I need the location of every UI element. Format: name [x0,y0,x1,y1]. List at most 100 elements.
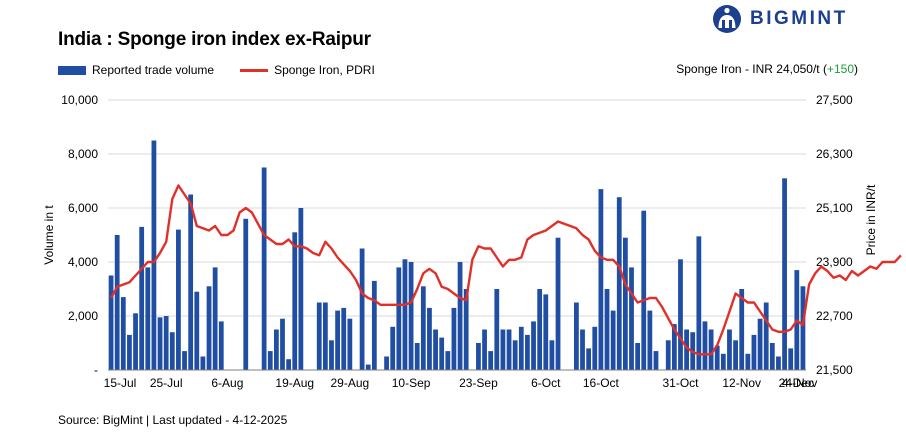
volume-bar-35 [322,302,328,370]
volume-bar-66 [512,340,518,370]
volume-bar-64 [500,329,506,370]
chart-title: India : Sponge iron index ex-Raipur [58,29,371,50]
volume-bar-65 [506,329,512,370]
y-tick-label-4: 8,000 [68,147,98,161]
volume-bar-98 [708,329,714,370]
legend-swatch-price [240,68,269,72]
volume-bar-101 [727,329,732,370]
volume-bar-109 [776,356,781,370]
volume-bar-56 [451,307,457,370]
volume-bar-3 [127,334,132,370]
volume-bar-87 [641,210,647,370]
legend-label-volume: Reported trade volume [92,63,215,77]
volume-bar-37 [335,310,340,370]
y2-tick-label-4: 26,300 [816,147,853,161]
volume-bar-52 [427,307,432,370]
volume-bar-46 [390,326,396,370]
x-tick-label-0: 15-Jul [104,376,137,390]
y2-axis-title: Price in INR/t [864,184,878,255]
volume-bar-108 [769,343,775,370]
volume-bar-79 [592,326,598,370]
volume-bar-10 [169,332,175,370]
x-tick-label-9: 31-Oct [662,376,699,390]
volume-bar-62 [488,351,494,370]
volume-bar-86 [635,343,641,370]
volume-bar-28 [280,318,285,370]
volume-bar-73 [555,237,561,370]
price-note-suffix: ) [854,62,858,76]
volume-bar-45 [384,356,389,370]
volume-bar-78 [586,348,592,370]
volume-bar-91 [665,340,671,370]
volume-bar-54 [439,337,445,370]
volume-bar-69 [531,321,536,370]
y2-tick-label-5: 27,500 [816,93,853,107]
x-tick-label-7: 6-Oct [531,376,561,390]
volume-bar-42 [365,364,371,370]
x-tick-label-11: 24-Nov [779,376,818,390]
volume-bar-104 [745,353,751,370]
volume-bar-92 [671,324,677,370]
x-tick-label-4: 29-Aug [330,376,369,390]
volume-bar-68 [525,334,530,370]
volume-bar-111 [788,348,794,370]
volume-bar-38 [341,307,347,370]
volume-bar-97 [702,321,708,370]
x-tick-label-10: 12-Nov [722,376,761,390]
volume-bar-60 [476,343,481,370]
volume-bar-27 [273,329,279,370]
volume-bar-16 [206,286,212,370]
volume-bar-39 [347,318,353,370]
volume-bar-94 [684,329,689,370]
volume-bar-89 [653,351,659,370]
y-tick-label-2: 4,000 [68,255,98,269]
volume-bar-17 [212,267,218,370]
volume-bar-13 [188,194,194,370]
volume-bar-14 [194,291,200,370]
volume-bar-31 [298,208,304,370]
volume-bar-81 [604,289,610,370]
volume-bar-99 [714,345,720,370]
bigmint-logo: BIGMINT [712,4,848,34]
volume-bar-12 [182,351,187,370]
y-tick-label-5: 10,000 [61,93,98,107]
volume-bar-9 [163,316,169,370]
volume-bar-61 [482,329,487,370]
volume-bar-29 [286,359,292,370]
y-axis-title: Volume in t [42,205,56,265]
volume-bar-71 [543,294,549,370]
volume-bar-22 [243,218,249,370]
volume-bar-84 [622,237,628,370]
volume-bar-7 [151,140,157,370]
volume-bar-77 [580,329,585,370]
x-tick-label-3: 19-Aug [275,376,314,390]
x-tick-label-6: 23-Sep [459,376,498,390]
volume-bar-34 [316,302,322,370]
x-tick-label-1: 25-Jul [150,376,183,390]
volume-bar-41 [359,248,365,370]
volume-bar-4 [133,313,138,370]
legend-label-price: Sponge Iron, PDRI [274,63,375,77]
volume-bar-6 [145,267,151,370]
volume-bar-106 [757,318,763,370]
y2-tick-label-0: 21,500 [816,363,853,377]
volume-bar-72 [549,340,555,370]
volume-bar-50 [414,343,420,370]
legend: Reported trade volume Sponge Iron, PDRI [58,63,401,77]
volume-bar-88 [647,310,653,370]
volume-bar-30 [292,232,298,370]
brand-name: BIGMINT [750,8,848,29]
y-tick-label-1: 2,000 [68,309,98,323]
volume-bar-103 [739,289,745,370]
volume-bar-57 [457,262,463,370]
x-tick-label-5: 10-Sep [392,376,431,390]
y2-tick-label-1: 22,700 [816,309,853,323]
volume-bar-43 [371,280,377,370]
volume-bar-51 [420,286,426,370]
legend-item-volume: Reported trade volume [58,63,214,77]
y-tick-label-3: 6,000 [68,201,98,215]
volume-bar-0 [108,275,114,370]
legend-item-price: Sponge Iron, PDRI [240,63,375,77]
volume-bar-25 [261,167,267,370]
y2-tick-label-3: 25,100 [816,201,853,215]
